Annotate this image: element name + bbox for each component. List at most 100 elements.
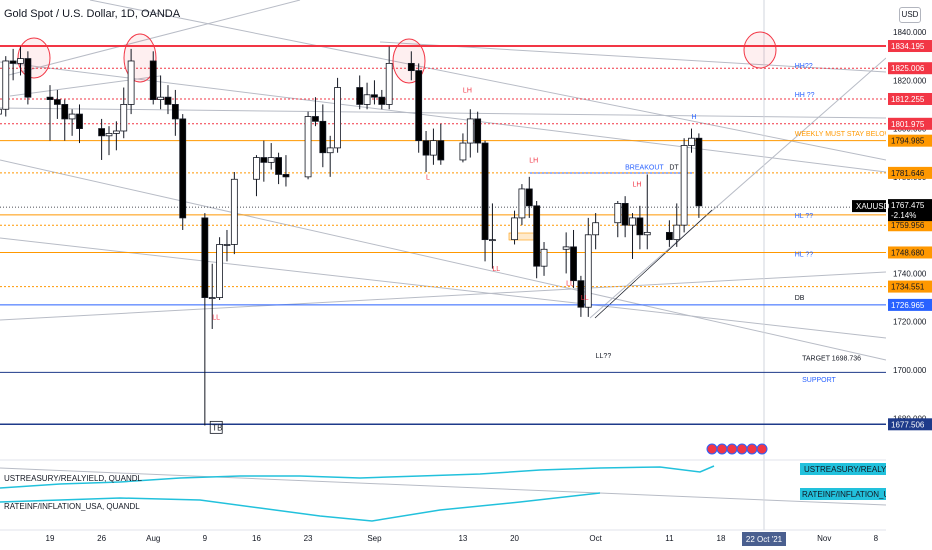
candle-body: [179, 118, 187, 219]
candle: [149, 51, 157, 105]
candle-body: [533, 205, 541, 267]
price-level-badge-label: 1812.255: [891, 95, 925, 104]
price-level-badge: [888, 219, 932, 232]
price-axis[interactable]: 1700.0001720.0001740.0001760.0001780.000…: [852, 0, 932, 550]
candle: [230, 172, 238, 255]
candle: [592, 213, 600, 250]
time-axis[interactable]: 1926Aug91623Sep1320Oct111825Nov822 Oct '…: [0, 529, 886, 546]
candle: [459, 133, 467, 163]
candle-body: [481, 142, 489, 241]
annotation-label: L: [426, 174, 430, 181]
candle: [208, 263, 216, 329]
event-icon: [716, 443, 728, 455]
candle-body: [230, 178, 238, 245]
candle-body: [629, 217, 636, 226]
annotation-label: LL: [492, 266, 500, 273]
candle: [260, 140, 268, 182]
candle-body: [2, 60, 10, 110]
price-level-badge-label: 1726.965: [891, 301, 925, 310]
candle: [695, 133, 703, 218]
trend-line: [0, 467, 887, 506]
candle: [223, 229, 231, 262]
candle: [105, 126, 113, 156]
time-highlight-badge: [742, 532, 786, 546]
candle: [577, 275, 585, 317]
event-icon: [736, 443, 748, 455]
candle-body: [260, 157, 268, 163]
candle: [629, 213, 636, 259]
trend-line: [0, 61, 887, 173]
candle: [127, 48, 135, 115]
annotation-label: HH??: [795, 63, 813, 70]
candle: [481, 140, 489, 262]
x-tick-label: 23: [304, 534, 313, 543]
candle-body: [105, 132, 113, 137]
event-icon: [706, 443, 718, 455]
candle: [157, 75, 165, 110]
price-level-badge: [888, 246, 932, 259]
y-tick-label: 1820.000: [893, 76, 927, 85]
candle-body: [53, 99, 61, 105]
candle: [665, 220, 673, 247]
price-level-badge: [888, 92, 932, 105]
candle-body: [378, 96, 386, 105]
candle-body: [0, 108, 2, 115]
realyield-line: [0, 465, 715, 489]
candle-body: [171, 104, 179, 120]
candle: [267, 143, 275, 170]
currency-button[interactable]: USD: [899, 7, 921, 23]
candle-body: [459, 142, 467, 161]
event-icon: [746, 443, 758, 455]
candle: [120, 87, 128, 139]
price-level-badge-label: 1748.680: [891, 248, 925, 257]
x-tick-label: 8: [874, 534, 879, 543]
candle-body: [334, 87, 341, 149]
x-tick-label: 18: [717, 534, 726, 543]
candle-body: [407, 62, 415, 72]
candle-body: [120, 104, 128, 132]
candle: [201, 213, 209, 426]
trend-line: [0, 159, 887, 361]
highlight-circle: [743, 31, 777, 69]
candle: [24, 51, 32, 105]
price-axis-bg: [886, 0, 932, 550]
price-level-badge-label: 1794.985: [891, 137, 925, 146]
candle: [363, 82, 371, 110]
annotation-label: DB: [795, 295, 805, 302]
annotation-label: LH: [633, 182, 642, 189]
candle-body: [570, 246, 577, 282]
price-level-badge: [888, 62, 932, 75]
trend-line: [4, 0, 301, 77]
y-tick-label: 1720.000: [893, 318, 927, 327]
candle-body: [46, 96, 54, 101]
price-level-badge-label: 1734.551: [891, 283, 925, 292]
horizontal-levels: [0, 45, 886, 426]
candle-body: [312, 116, 319, 122]
candle: [371, 80, 378, 105]
chart-title: Gold Spot / U.S. Dollar, 1D, OANDA: [4, 8, 181, 20]
event-icon: [756, 443, 768, 455]
x-tick-label: 9: [203, 534, 208, 543]
candle: [179, 114, 187, 230]
annotation-label: BREAKOUT: [625, 165, 664, 172]
candle-body: [127, 60, 135, 105]
candle: [319, 104, 327, 168]
chart-annotations: HH?? HH ?? WEEKLY MUST STAY BELOW THIS LEV…: [209, 63, 932, 434]
annotation-label: LH: [463, 87, 472, 94]
x-tick-label: 11: [665, 534, 674, 543]
x-tick-label: Sep: [367, 534, 382, 543]
candle: [378, 89, 386, 110]
candle: [525, 176, 533, 218]
annotation-label: H: [692, 114, 697, 121]
candle-body: [76, 113, 83, 129]
candle: [17, 46, 24, 76]
candle-body: [540, 248, 548, 267]
candle: [466, 109, 474, 158]
candle-body: [9, 60, 17, 64]
highlight-circle: [17, 37, 51, 79]
candle: [0, 108, 2, 115]
candle-body: [511, 217, 518, 241]
candle-body: [643, 231, 651, 236]
candle-body: [474, 118, 482, 144]
